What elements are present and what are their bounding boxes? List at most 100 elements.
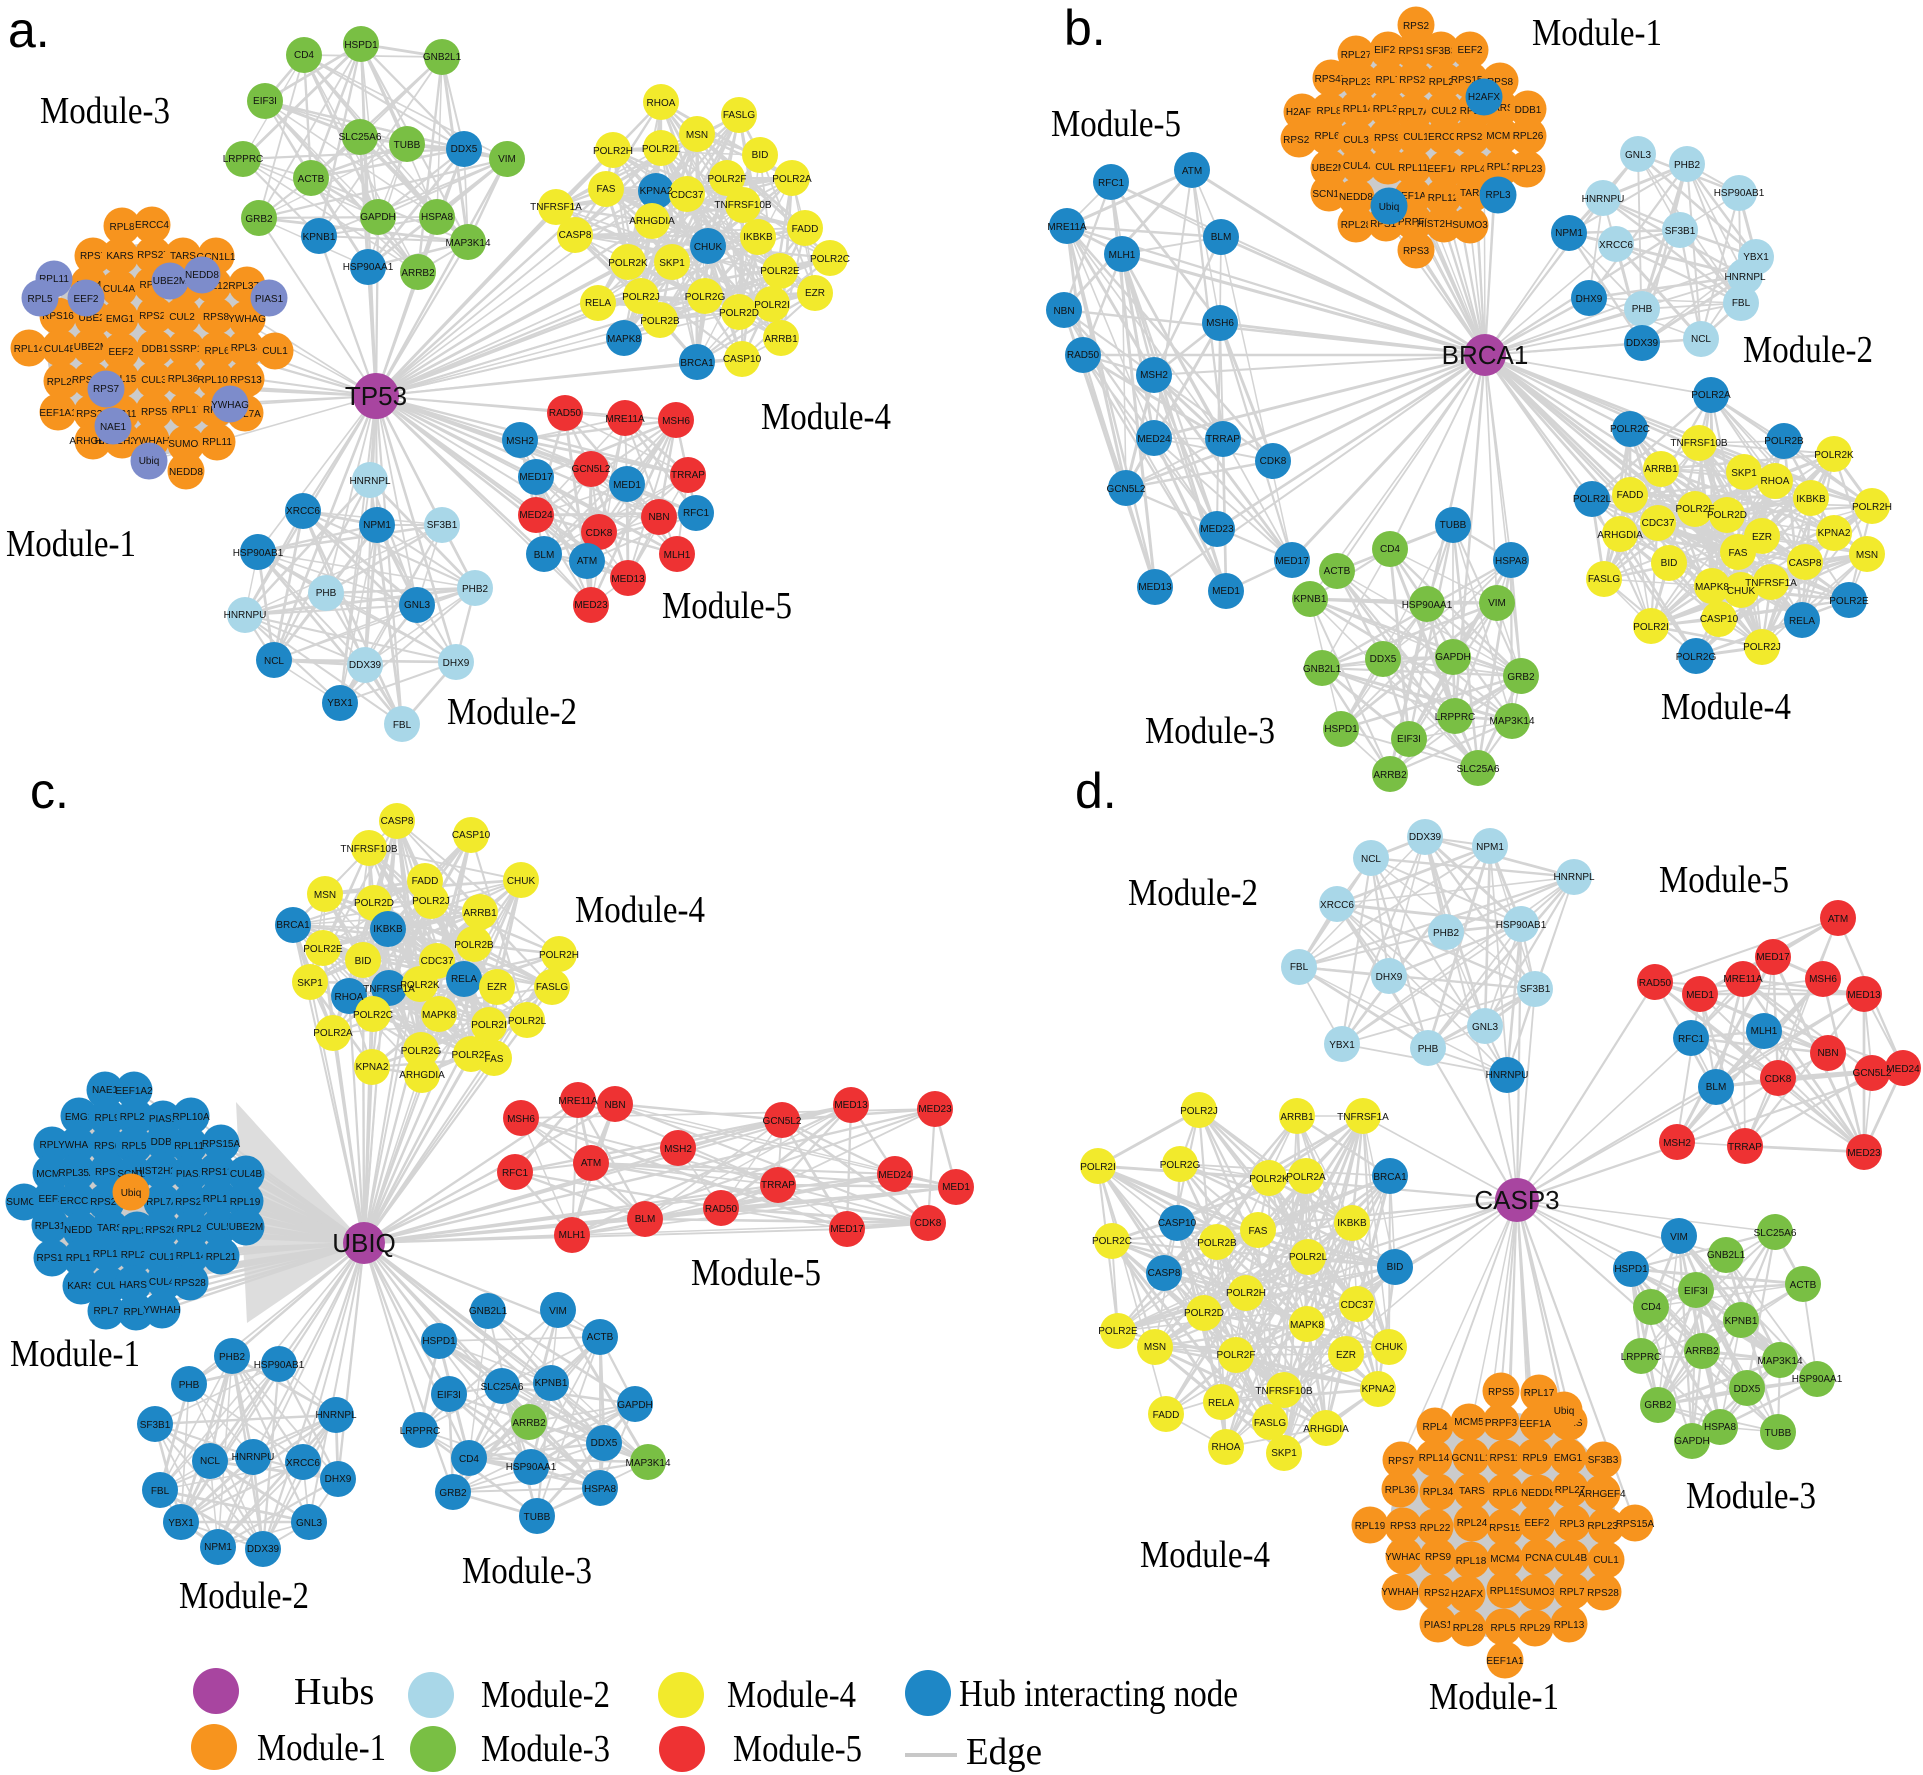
svg-text:HSPA8: HSPA8 [1495, 556, 1527, 567]
svg-text:RPS5: RPS5 [141, 407, 168, 418]
svg-text:RPL32: RPL32 [1373, 104, 1404, 115]
svg-text:DDB1: DDB1 [142, 344, 169, 355]
svg-text:HSPD1: HSPD1 [1324, 724, 1358, 735]
svg-text:MED13: MED13 [611, 574, 645, 585]
svg-text:KPNB1: KPNB1 [535, 1378, 568, 1389]
svg-text:RPL27: RPL27 [177, 1224, 208, 1235]
svg-text:b.: b. [1064, 0, 1106, 56]
svg-text:ARRB1: ARRB1 [764, 334, 798, 345]
svg-text:RPL4: RPL4 [1422, 1422, 1447, 1433]
svg-text:POLR2D: POLR2D [354, 898, 394, 909]
svg-text:CUL1: CUL1 [149, 1252, 175, 1263]
svg-text:CUL4A: CUL4A [149, 1277, 182, 1288]
svg-text:EEF2: EEF2 [73, 294, 98, 305]
svg-text:HSPA8: HSPA8 [584, 1484, 616, 1495]
svg-text:ARHGDIA: ARHGDIA [1597, 530, 1643, 541]
svg-text:CDC37: CDC37 [421, 956, 454, 967]
svg-text:ACTB: ACTB [298, 174, 325, 185]
svg-text:YBX1: YBX1 [168, 1518, 194, 1529]
svg-text:GNB2L1: GNB2L1 [469, 1306, 508, 1317]
svg-text:RAD50: RAD50 [1639, 978, 1672, 989]
svg-text:GCN5L2: GCN5L2 [572, 464, 611, 475]
svg-text:EEF1A1: EEF1A1 [1486, 1656, 1524, 1667]
svg-text:CDC37: CDC37 [1341, 1300, 1374, 1311]
svg-text:SF3B1: SF3B1 [1520, 984, 1551, 995]
svg-text:RPL9: RPL9 [94, 1113, 119, 1124]
svg-text:CHUK: CHUK [1375, 1342, 1404, 1353]
svg-text:RPS11: RPS11 [1399, 46, 1430, 57]
svg-text:MSH6: MSH6 [1809, 974, 1837, 985]
svg-text:DDX5: DDX5 [1734, 1384, 1761, 1395]
svg-text:H2AFX: H2AFX [1468, 92, 1501, 103]
svg-text:RPL6: RPL6 [1314, 131, 1339, 142]
svg-text:RPS11: RPS11 [37, 1253, 68, 1264]
svg-text:CUL4A: CUL4A [1343, 161, 1376, 172]
svg-text:CUL3: CUL3 [141, 375, 167, 386]
svg-text:RPL23: RPL23 [121, 1250, 152, 1261]
svg-text:RPS15A: RPS15A [1616, 1519, 1655, 1530]
svg-text:CASP3: CASP3 [1474, 1185, 1559, 1215]
svg-text:MSN: MSN [314, 890, 336, 901]
svg-text:SLC25A6: SLC25A6 [339, 132, 382, 143]
svg-text:RPL21: RPL21 [206, 1252, 237, 1263]
svg-text:RPL27: RPL27 [1555, 1485, 1586, 1496]
svg-text:PHB2: PHB2 [1433, 928, 1460, 939]
svg-text:CASP8: CASP8 [1789, 558, 1822, 569]
svg-text:POLR2B: POLR2B [1197, 1238, 1237, 1249]
svg-text:TUBB: TUBB [1765, 1428, 1792, 1439]
svg-text:GRB2: GRB2 [1507, 672, 1535, 683]
svg-text:MAPK8: MAPK8 [422, 1010, 456, 1021]
svg-text:a.: a. [8, 2, 50, 58]
svg-text:RPS28: RPS28 [139, 311, 171, 322]
svg-text:MED24: MED24 [878, 1170, 912, 1181]
svg-text:RPL8: RPL8 [109, 222, 134, 233]
svg-text:RAD50: RAD50 [549, 408, 582, 419]
svg-text:IKBKB: IKBKB [373, 924, 403, 935]
svg-text:UBE2M: UBE2M [153, 276, 187, 287]
svg-text:RPS3: RPS3 [1403, 246, 1430, 257]
svg-text:RPL26: RPL26 [47, 377, 78, 388]
svg-text:CASP8: CASP8 [1148, 1268, 1181, 1279]
svg-text:CUL1: CUL1 [1593, 1555, 1619, 1566]
svg-text:RPL6: RPL6 [204, 346, 229, 357]
svg-text:HSPD1: HSPD1 [344, 40, 378, 51]
svg-text:TARS: TARS [1459, 1486, 1485, 1497]
svg-text:SLC25A6: SLC25A6 [481, 1382, 524, 1393]
svg-text:RPS9: RPS9 [1374, 133, 1401, 144]
svg-text:TRRAP: TRRAP [1206, 434, 1240, 445]
svg-text:PRPF3: PRPF3 [1485, 1418, 1518, 1429]
svg-text:RPL18: RPL18 [203, 1194, 234, 1205]
svg-text:RPS23: RPS23 [1456, 132, 1488, 143]
svg-text:CDK8: CDK8 [1260, 456, 1287, 467]
svg-text:BRCA1: BRCA1 [276, 920, 310, 931]
svg-text:ATM: ATM [581, 1158, 601, 1169]
svg-text:MSH6: MSH6 [662, 416, 690, 427]
svg-text:DDB1: DDB1 [151, 1137, 178, 1148]
svg-text:GAPDH: GAPDH [1674, 1436, 1710, 1447]
svg-text:POLR2F: POLR2F [708, 174, 747, 185]
svg-text:POLR2I: POLR2I [754, 300, 790, 311]
svg-text:RPL12: RPL12 [1428, 193, 1459, 204]
svg-text:RPS16: RPS16 [42, 311, 74, 322]
svg-text:MSH2: MSH2 [1140, 370, 1168, 381]
svg-text:Module-4: Module-4 [1140, 1534, 1270, 1576]
svg-text:RPL5: RPL5 [1490, 1623, 1515, 1634]
svg-text:SF3B3: SF3B3 [1588, 1455, 1619, 1466]
svg-text:NAE1: NAE1 [92, 1085, 119, 1096]
svg-text:MAPK8: MAPK8 [1695, 582, 1729, 593]
svg-text:RPL17: RPL17 [93, 1249, 124, 1260]
svg-text:RPL10A: RPL10A [197, 375, 235, 386]
svg-text:POLR2J: POLR2J [622, 292, 660, 303]
svg-text:GCN5L2: GCN5L2 [763, 1116, 802, 1127]
svg-text:POLR2I: POLR2I [471, 1020, 507, 1031]
svg-text:EZR: EZR [805, 288, 825, 299]
svg-text:MLH1: MLH1 [1751, 1026, 1778, 1037]
svg-text:NBN: NBN [648, 512, 669, 523]
svg-text:HSP90AA1: HSP90AA1 [1402, 600, 1453, 611]
svg-text:Module-5: Module-5 [662, 585, 792, 627]
svg-text:RPS14: RPS14 [1370, 219, 1402, 230]
svg-text:RPS27: RPS27 [137, 250, 169, 261]
svg-text:EZR: EZR [1336, 1350, 1356, 1361]
svg-text:POLR2E: POLR2E [1098, 1326, 1138, 1337]
svg-text:SCN1A: SCN1A [1312, 189, 1346, 200]
